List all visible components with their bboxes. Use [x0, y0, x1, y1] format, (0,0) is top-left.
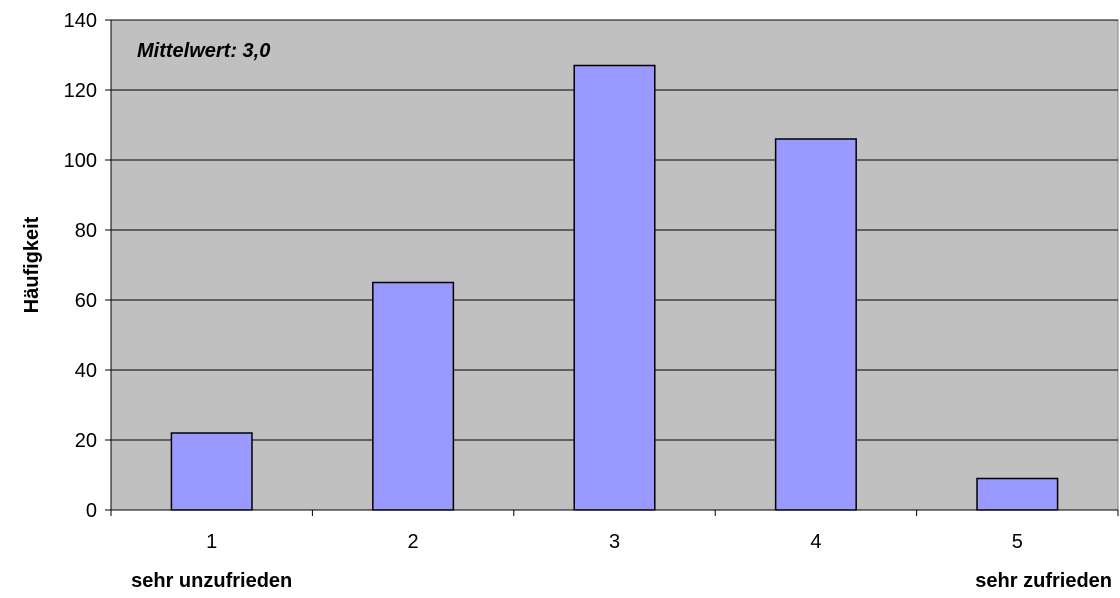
y-tick-label: 60: [75, 290, 97, 312]
y-tick-label: 40: [75, 360, 97, 382]
y-tick-label: 140: [64, 10, 97, 32]
x-tick-label: 1: [206, 531, 217, 553]
x-tick-label: 3: [609, 531, 620, 553]
bar-3: [573, 64, 656, 511]
y-tick-label: 20: [75, 430, 97, 452]
y-tick-labels: 0 20 40 60 80 100 120 140: [64, 10, 97, 522]
bar-5: [976, 477, 1059, 511]
axes: [105, 19, 1119, 516]
y-tick-label: 80: [75, 220, 97, 242]
x-tick-label: 5: [1012, 531, 1023, 553]
bar-2: [372, 281, 455, 511]
bar-1: [170, 432, 253, 511]
x-tick-label: 2: [408, 531, 419, 553]
scale-right-label: sehr zufrieden: [975, 570, 1112, 592]
y-tick-label: 120: [64, 80, 97, 102]
scale-left-label: sehr unzufrieden: [131, 570, 292, 592]
y-tick-label: 100: [64, 150, 97, 172]
bars: [170, 64, 1059, 511]
x-tick-labels: 1 2 3 4 5: [206, 531, 1023, 553]
y-tick-label: 0: [86, 500, 97, 522]
x-tick-label: 4: [810, 531, 821, 553]
y-axis-title: Häufigkeit: [21, 216, 43, 313]
bar-4: [774, 138, 857, 511]
mean-annotation: Mittelwert: 3,0: [137, 40, 270, 62]
